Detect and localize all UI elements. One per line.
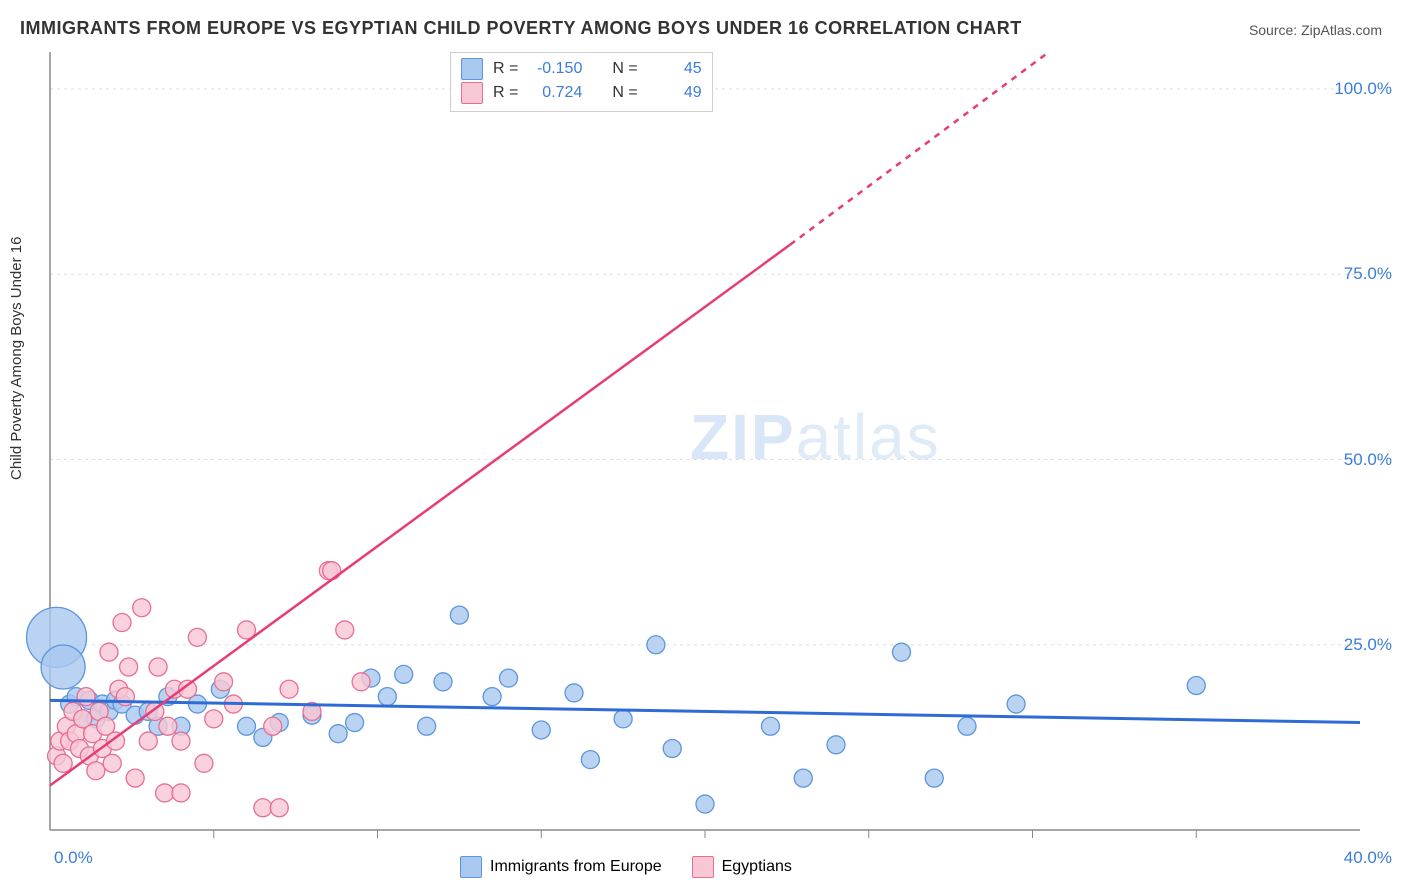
y-tick-label: 75.0%	[1344, 264, 1392, 284]
x-tick-label: 0.0%	[54, 848, 93, 868]
y-tick-label: 25.0%	[1344, 635, 1392, 655]
n-label: N =	[612, 60, 637, 78]
legend-row: R = -0.150 N = 45	[461, 57, 702, 81]
r-value: 0.724	[528, 84, 582, 102]
x-tick-label: 40.0%	[1344, 848, 1392, 868]
n-label: N =	[612, 84, 637, 102]
legend-label: Immigrants from Europe	[490, 858, 662, 876]
legend-swatch-pink	[692, 856, 714, 878]
legend-item: Immigrants from Europe	[460, 856, 662, 878]
r-label: R =	[493, 60, 518, 78]
legend-swatch-blue	[461, 58, 483, 80]
correlation-legend: R = -0.150 N = 45 R = 0.724 N = 49	[450, 52, 713, 112]
n-value: 45	[648, 60, 702, 78]
r-value: -0.150	[528, 60, 582, 78]
legend-row: R = 0.724 N = 49	[461, 81, 702, 105]
y-tick-label: 100.0%	[1334, 79, 1392, 99]
y-tick-label: 50.0%	[1344, 450, 1392, 470]
series-legend: Immigrants from Europe Egyptians	[460, 856, 792, 878]
legend-swatch-pink	[461, 82, 483, 104]
legend-swatch-blue	[460, 856, 482, 878]
r-label: R =	[493, 84, 518, 102]
scatter-chart	[0, 0, 1406, 892]
legend-item: Egyptians	[692, 856, 792, 878]
legend-label: Egyptians	[722, 858, 792, 876]
n-value: 49	[648, 84, 702, 102]
